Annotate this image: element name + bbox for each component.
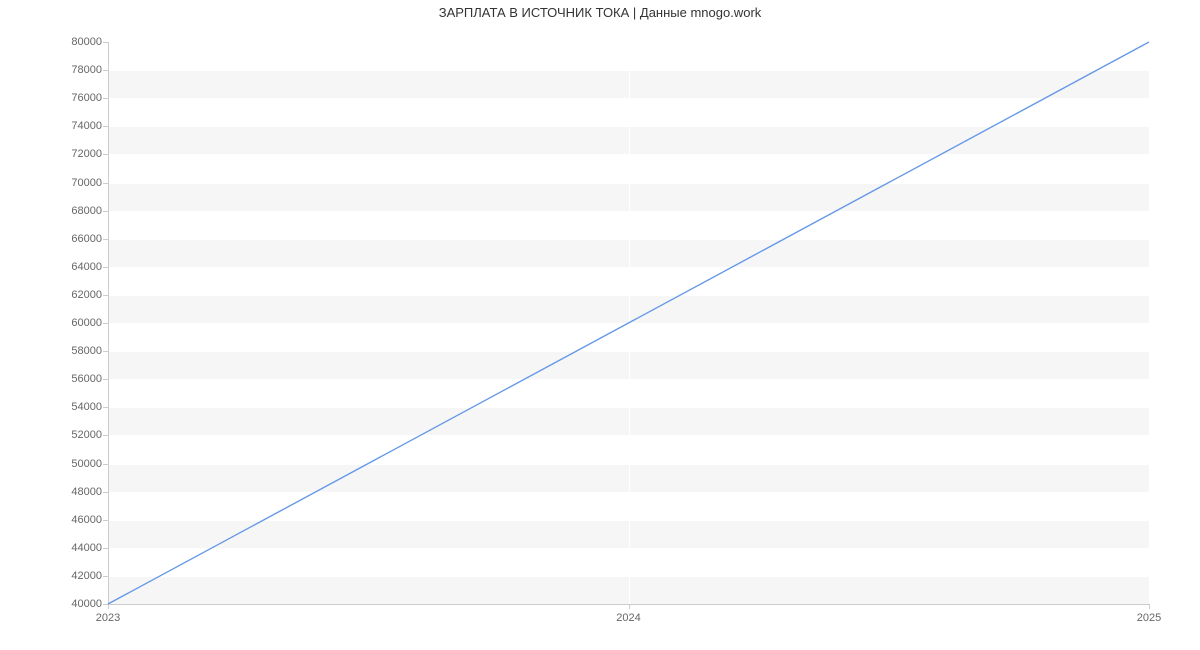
gridline-v [1149, 42, 1150, 604]
chart-title: ЗАРПЛАТА В ИСТОЧНИК ТОКА | Данные mnogo.… [0, 5, 1200, 20]
x-tick-label: 2024 [616, 612, 640, 624]
y-tick-label: 42000 [71, 570, 102, 582]
plot-area: 4000042000440004600048000500005200054000… [108, 42, 1149, 604]
x-tick-mark [1149, 604, 1150, 609]
y-tick-label: 54000 [71, 401, 102, 413]
y-tick-label: 62000 [71, 289, 102, 301]
series-line-salary [108, 42, 1149, 604]
y-tick-label: 48000 [71, 486, 102, 498]
y-tick-label: 70000 [71, 177, 102, 189]
y-tick-label: 60000 [71, 317, 102, 329]
y-tick-label: 52000 [71, 429, 102, 441]
x-axis-line [108, 604, 1149, 605]
y-tick-label: 44000 [71, 542, 102, 554]
y-tick-label: 56000 [71, 373, 102, 385]
y-tick-label: 66000 [71, 233, 102, 245]
y-tick-label: 72000 [71, 148, 102, 160]
x-tick-label: 2023 [96, 612, 120, 624]
y-tick-label: 80000 [71, 36, 102, 48]
y-tick-label: 46000 [71, 514, 102, 526]
y-tick-label: 76000 [71, 92, 102, 104]
series-layer [108, 42, 1149, 604]
y-tick-label: 40000 [71, 598, 102, 610]
y-tick-label: 64000 [71, 261, 102, 273]
y-tick-label: 68000 [71, 205, 102, 217]
y-tick-label: 58000 [71, 345, 102, 357]
y-tick-label: 50000 [71, 458, 102, 470]
chart-container: ЗАРПЛАТА В ИСТОЧНИК ТОКА | Данные mnogo.… [0, 0, 1200, 650]
y-tick-label: 78000 [71, 64, 102, 76]
y-tick-label: 74000 [71, 120, 102, 132]
x-tick-label: 2025 [1137, 612, 1161, 624]
